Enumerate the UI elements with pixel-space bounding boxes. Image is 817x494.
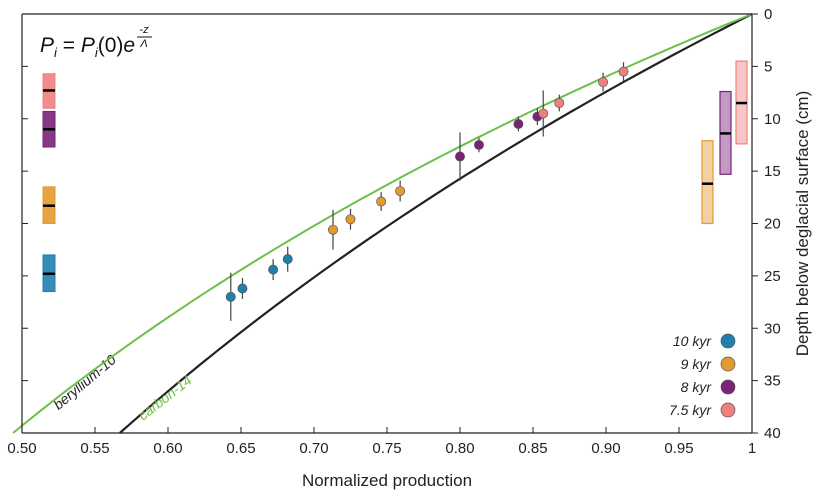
x-axis-title: Normalized production [302, 471, 472, 490]
legend-label: 7.5 kyr [669, 402, 712, 418]
x-tick-label: 1 [748, 440, 756, 457]
y-tick-label: 0 [764, 6, 772, 23]
data-point-9-kyr [345, 214, 356, 225]
y-tick-label: 25 [764, 268, 781, 285]
data-point-10-kyr [268, 264, 279, 275]
y-tick-label: 40 [764, 425, 781, 442]
depth-bands [42, 60, 748, 293]
data-point-7.5-kyr [554, 98, 565, 108]
x-tick-label: 0.95 [664, 440, 693, 457]
data-point-8-kyr [474, 139, 484, 150]
data-point-8-kyr [513, 119, 524, 129]
data-point-7.5-kyr [618, 66, 629, 77]
y-tick-label: 30 [764, 320, 781, 337]
data-point-7.5-kyr [598, 77, 609, 88]
data-points [225, 62, 629, 321]
x-tick-label: 0.55 [80, 440, 109, 457]
legend-marker [720, 333, 736, 349]
curve-label-beryllium-10: beryllium-10 [50, 351, 119, 412]
attenuation-formula: Pi = Pi(0)e [40, 34, 135, 60]
data-point-10-kyr [282, 254, 293, 265]
formula-exponent-numerator: -z [139, 24, 149, 36]
curve-label-carbon-14: carbon-14 [135, 372, 195, 424]
x-tick-label: 0.75 [372, 440, 401, 457]
x-tick-label: 0.50 [7, 440, 36, 457]
x-tick-label: 0.80 [445, 440, 474, 457]
x-tick-label: 0.60 [153, 440, 182, 457]
legend: 10 kyr 9 kyr 8 kyr 7.5 kyr [669, 333, 736, 418]
x-tick-label: 0.70 [299, 440, 328, 457]
data-point-10-kyr [225, 291, 236, 302]
legend-marker [720, 356, 736, 372]
legend-marker [720, 402, 736, 418]
y-tick-label: 10 [764, 111, 781, 128]
y-tick-label: 20 [764, 216, 781, 233]
data-point-9-kyr [376, 196, 387, 207]
x-tick-label: 0.65 [226, 440, 255, 457]
formula-exponent-denominator: Λ [139, 38, 147, 50]
data-point-9-kyr [328, 224, 338, 235]
y-axis-title: Depth below deglacial surface (cm) [793, 91, 812, 357]
curve-carbon-14 [12, 13, 753, 434]
y-tick-label: 35 [764, 373, 781, 390]
axes: 0.50 0.55 0.60 0.65 0.70 0.75 0.80 0.85 0.90 0.95… [7, 6, 812, 490]
x-tick-label: 0.85 [518, 440, 547, 457]
data-point-8-kyr [455, 151, 465, 162]
depth-band-9-kyr [701, 140, 714, 225]
production-curves: beryllium-10 carbon-14 [12, 13, 753, 434]
legend-marker [720, 379, 736, 395]
y-tick-label: 5 [764, 58, 772, 75]
curve-beryllium-10 [119, 13, 753, 434]
data-point-9-kyr [395, 186, 406, 196]
y-tick-label: 15 [764, 163, 781, 180]
data-point-10-kyr [237, 283, 248, 294]
x-tick-label: 0.90 [591, 440, 620, 457]
legend-label: 8 kyr [681, 379, 713, 395]
legend-label: 9 kyr [681, 356, 713, 372]
legend-label: 10 kyr [673, 333, 712, 349]
data-point-7.5-kyr [538, 108, 549, 119]
